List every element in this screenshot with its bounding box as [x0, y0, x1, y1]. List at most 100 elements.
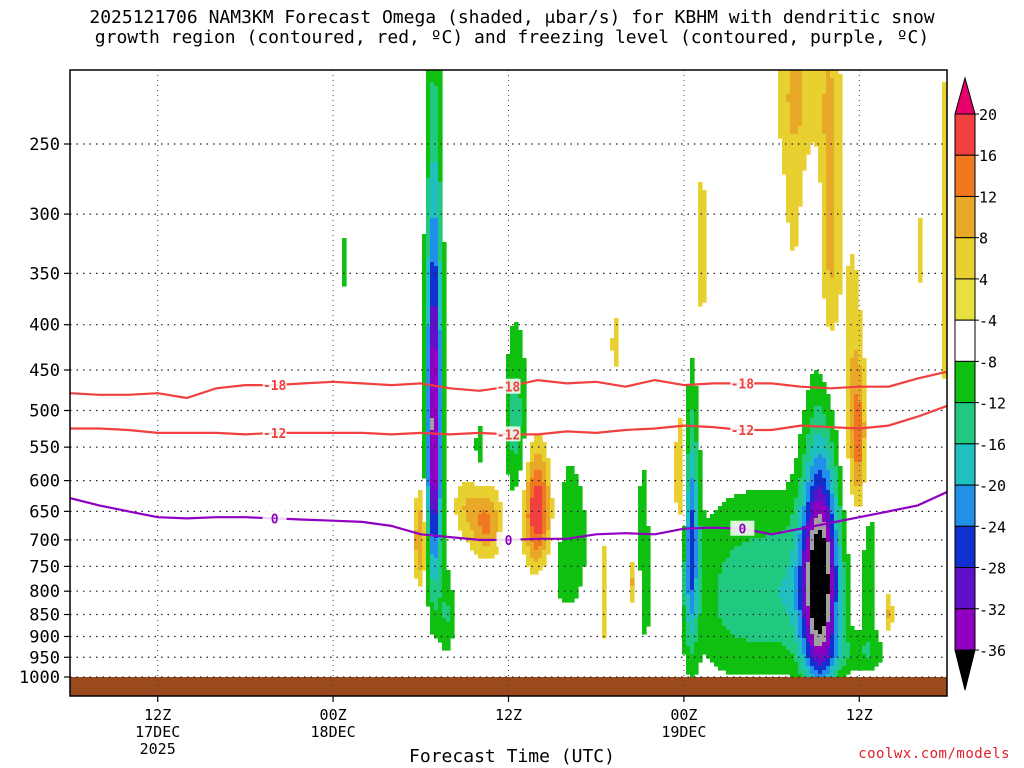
omega-cell: [790, 126, 799, 131]
omega-cell: [442, 602, 447, 607]
omega-cell: [426, 542, 431, 547]
omega-cell: [802, 498, 807, 503]
omega-cell: [826, 502, 831, 507]
omega-cell: [798, 486, 803, 491]
omega-cell: [850, 474, 855, 479]
omega-cell: [838, 494, 843, 499]
omega-cell: [426, 206, 431, 211]
omega-cell: [918, 222, 923, 227]
omega-cell: [566, 470, 575, 475]
omega-cell: [450, 606, 455, 611]
omega-cell: [718, 578, 783, 583]
omega-cell: [638, 498, 647, 503]
omega-cell: [510, 402, 523, 407]
omega-cell: [430, 482, 439, 487]
x-tick-label: 00Z: [670, 706, 697, 724]
omega-cell: [918, 246, 923, 251]
omega-cell: [834, 494, 839, 499]
omega-cell: [430, 286, 439, 291]
omega-cell: [866, 530, 875, 535]
omega-cell: [842, 566, 847, 571]
omega-cell: [686, 546, 691, 551]
omega-cell: [638, 502, 647, 507]
omega-cell: [426, 290, 431, 295]
omega-cell: [846, 314, 863, 319]
omega-cell: [806, 398, 831, 403]
omega-cell: [690, 610, 695, 615]
omega-cell: [686, 426, 691, 431]
omega-cell: [426, 298, 431, 303]
omega-cell: [674, 474, 683, 479]
omega-cell: [802, 546, 807, 551]
omega-cell: [862, 410, 867, 415]
omega-cell: [834, 254, 843, 259]
omega-cell: [802, 110, 823, 115]
omega-cell: [430, 514, 439, 519]
omega-cell: [690, 358, 695, 363]
omega-cell: [846, 382, 851, 387]
omega-cell: [454, 506, 463, 511]
omega-cell: [862, 566, 875, 571]
omega-cell: [538, 546, 547, 551]
omega-cell: [698, 482, 703, 487]
omega-cell: [834, 518, 839, 523]
omega-cell: [430, 618, 447, 623]
omega-cell: [686, 562, 691, 567]
omega-cell: [698, 638, 747, 643]
omega-cell: [534, 526, 543, 531]
omega-cell: [690, 650, 695, 655]
omega-cell: [942, 338, 947, 343]
omega-cell: [438, 602, 443, 607]
omega-cell: [414, 562, 419, 567]
omega-cell: [438, 138, 443, 143]
omega-cell: [426, 362, 431, 367]
omega-cell: [438, 290, 443, 295]
omega-cell: [438, 166, 443, 171]
omega-cell: [782, 162, 807, 167]
omega-cell: [834, 118, 843, 123]
omega-cell: [602, 610, 607, 615]
omega-cell: [822, 514, 827, 519]
omega-cell: [438, 502, 443, 507]
omega-cell: [826, 614, 831, 619]
omega-cell: [942, 106, 947, 111]
omega-cell: [826, 674, 835, 679]
omega-cell: [686, 442, 691, 447]
omega-cell: [886, 598, 891, 603]
omega-cell: [822, 114, 835, 119]
omega-cell: [826, 158, 835, 163]
omega-cell: [790, 70, 803, 75]
omega-cell: [814, 638, 827, 643]
omega-cell: [854, 454, 863, 459]
omega-cell: [526, 534, 531, 539]
omega-cell: [806, 598, 811, 603]
omega-cell: [694, 418, 699, 423]
contour-label-bg: [730, 520, 755, 536]
omega-cell: [422, 454, 427, 459]
omega-cell: [694, 542, 699, 547]
colorbar-bin: [954, 237, 976, 280]
omega-cell: [698, 486, 703, 491]
omega-cell: [430, 266, 439, 271]
omega-cell: [430, 382, 439, 387]
omega-cell: [802, 98, 823, 103]
omega-cell: [806, 662, 811, 667]
omega-cell: [430, 338, 439, 343]
omega-cell: [838, 602, 843, 607]
omega-cell: [822, 190, 827, 195]
omega-cell: [430, 198, 439, 203]
omega-cell: [822, 474, 831, 479]
omega-cell: [794, 458, 803, 463]
omega-cell: [418, 522, 423, 527]
omega-cell: [830, 530, 835, 535]
omega-cell: [786, 198, 803, 203]
omega-cell: [718, 610, 787, 615]
omega-cell: [802, 490, 807, 495]
y-tick-label: 700: [29, 531, 60, 551]
omega-cell: [602, 606, 607, 611]
omega-cell: [686, 486, 691, 491]
omega-cell: [546, 514, 551, 519]
omega-cell: [806, 566, 811, 571]
omega-cell: [426, 546, 431, 551]
omega-cell: [822, 198, 827, 203]
